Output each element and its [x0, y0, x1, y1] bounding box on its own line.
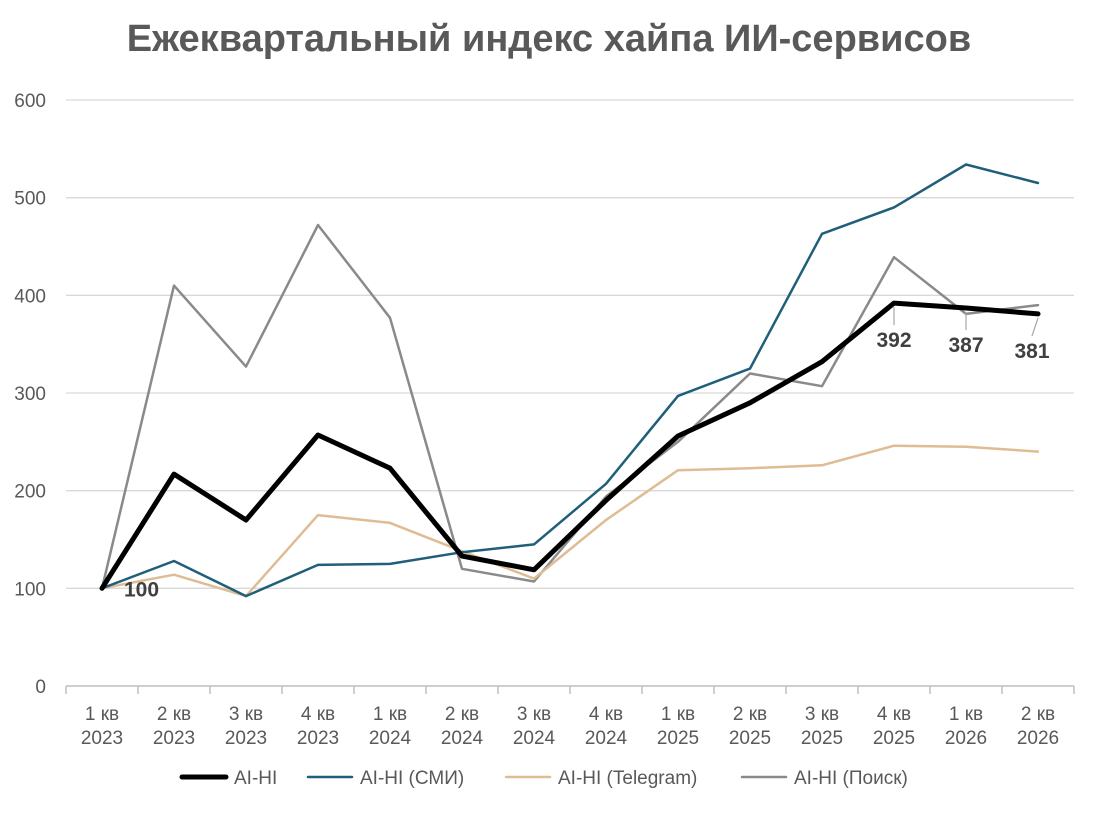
legend-label: AI-HI (Telegram) — [558, 768, 697, 789]
data-label: 100 — [124, 578, 159, 601]
x-tick-label: 1 кв — [373, 704, 407, 725]
x-tick-label: 2 кв — [445, 704, 479, 725]
chart-title: Ежеквартальный индекс хайпа ИИ-сервисов — [126, 18, 972, 60]
x-tick-label: 2025 — [801, 728, 843, 749]
x-tick-label: 2023 — [225, 728, 267, 749]
x-tick-label: 2 кв — [1021, 704, 1055, 725]
series-line — [99, 300, 1041, 591]
legend-label: AI-HI (Поиск) — [794, 768, 908, 789]
x-tick-label: 2024 — [513, 728, 556, 749]
data-label: 381 — [1014, 340, 1049, 363]
x-tick-label: 2023 — [81, 728, 123, 749]
x-tick-label: 3 кв — [229, 704, 263, 725]
x-tick-label: 4 кв — [589, 704, 623, 725]
x-tick-label: 2026 — [945, 728, 987, 749]
x-tick-label: 2 кв — [157, 704, 191, 725]
x-tick-label: 2025 — [729, 728, 771, 749]
x-tick-label: 2023 — [153, 728, 195, 749]
x-tick-label: 4 кв — [301, 704, 335, 725]
y-tick-label: 400 — [14, 286, 46, 307]
x-tick-label: 2024 — [585, 728, 628, 749]
y-tick-label: 600 — [14, 91, 46, 112]
y-tick-label: 200 — [14, 482, 46, 503]
legend-label: AI-HI — [234, 768, 277, 789]
y-tick-label: 500 — [14, 189, 46, 210]
x-tick-label: 2025 — [873, 728, 915, 749]
series-line — [100, 223, 1040, 590]
x-tick-label: 1 кв — [85, 704, 119, 725]
x-tick-label: 1 кв — [661, 704, 695, 725]
x-tick-label: 2024 — [441, 728, 484, 749]
x-tick-label: 3 кв — [517, 704, 551, 725]
x-tick-label: 2024 — [369, 728, 412, 749]
y-tick-label: 300 — [14, 384, 46, 405]
x-tick-label: 4 кв — [877, 704, 911, 725]
y-tick-label: 0 — [35, 677, 46, 698]
data-label: 387 — [948, 334, 983, 357]
x-tick-label: 1 кв — [949, 704, 983, 725]
legend-label: AI-HI (СМИ) — [360, 768, 464, 789]
data-label-leader — [1031, 317, 1039, 337]
series-line — [100, 444, 1040, 598]
x-tick-label: 3 кв — [805, 704, 839, 725]
x-tick-label: 2 кв — [733, 704, 767, 725]
x-tick-label: 2025 — [657, 728, 699, 749]
y-tick-label: 100 — [14, 579, 46, 600]
x-tick-label: 2023 — [297, 728, 339, 749]
data-label: 392 — [876, 329, 911, 352]
series-line — [100, 163, 1040, 598]
x-tick-label: 2026 — [1017, 728, 1059, 749]
